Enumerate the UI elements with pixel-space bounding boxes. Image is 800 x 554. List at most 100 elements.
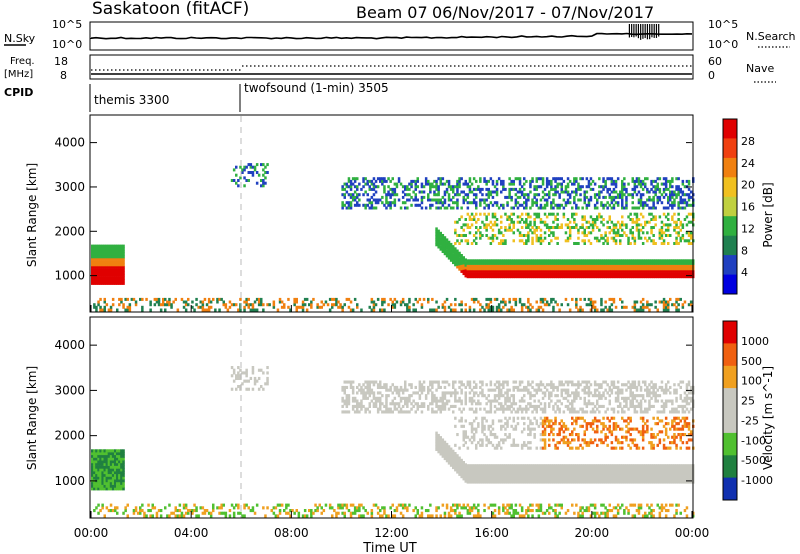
heatmap-cell: [579, 185, 582, 189]
heatmap-cell: [639, 182, 643, 186]
heatmap-cell: [458, 459, 461, 463]
heatmap-cell: [489, 472, 493, 476]
heatmap-cell: [583, 218, 586, 221]
heatmap-cell: [472, 259, 476, 263]
heatmap-cell: [495, 272, 499, 276]
heatmap-cell: [452, 253, 455, 257]
heatmap-cell: [452, 503, 455, 507]
heatmap-cell: [608, 203, 611, 207]
heatmap-cell: [368, 388, 371, 392]
heatmap-cell: [654, 275, 657, 279]
heatmap-cell: [360, 385, 363, 389]
heatmap-cell: [366, 383, 369, 387]
heatmap-cell: [552, 297, 555, 301]
heatmap-cell: [462, 234, 465, 237]
heatmap-cell: [660, 226, 664, 229]
heatmap-cell: [310, 303, 313, 307]
heatmap-cell: [598, 185, 601, 189]
heatmap-cell: [351, 407, 355, 411]
heatmap-cell: [464, 269, 467, 272]
heatmap-cell: [97, 473, 100, 477]
heatmap-cell: [118, 281, 121, 285]
heatmap-cell: [479, 187, 482, 191]
heatmap-cell: [276, 503, 280, 507]
heatmap-cell: [512, 514, 515, 518]
heatmap-cell: [600, 275, 603, 279]
heatmap-cell: [456, 262, 459, 266]
heatmap-cell: [500, 300, 503, 304]
heatmap-cell: [116, 511, 119, 515]
heatmap-cell: [566, 201, 570, 205]
heatmap-cell: [516, 464, 520, 468]
heatmap-cell: [443, 380, 447, 384]
heatmap-cell: [109, 263, 113, 267]
heatmap-cell: [514, 385, 518, 389]
heatmap-cell: [207, 308, 211, 312]
heatmap-cell: [481, 416, 484, 420]
heatmap-cell: [433, 380, 436, 384]
heatmap-cell: [460, 206, 463, 210]
heatmap-cell: [189, 509, 192, 513]
heatmap-cell: [495, 236, 499, 240]
heatmap-cell: [368, 385, 371, 389]
heatmap-cell: [207, 305, 211, 309]
heatmap-cell: [433, 410, 436, 414]
heatmap-cell: [535, 185, 538, 189]
heatmap-cell: [439, 404, 442, 408]
heatmap-cell: [168, 303, 171, 307]
heatmap-cell: [541, 308, 545, 312]
heatmap-cell: [610, 297, 614, 301]
heatmap-cell: [489, 441, 493, 445]
heatmap-cell: [664, 264, 668, 268]
heatmap-cell: [107, 247, 111, 251]
heatmap-cell: [408, 193, 411, 197]
heatmap-cell: [235, 503, 238, 507]
heatmap-cell: [568, 259, 572, 263]
heatmap-cell: [93, 250, 96, 253]
heatmap-cell: [579, 261, 582, 265]
heatmap-cell: [481, 380, 484, 384]
heatmap-cell: [464, 396, 467, 400]
heatmap-cell: [481, 383, 484, 387]
heatmap-cell: [395, 506, 399, 510]
heatmap-cell: [516, 261, 520, 265]
heatmap-cell: [566, 190, 570, 194]
heatmap-cell: [237, 179, 240, 182]
heatmap-cell: [441, 201, 445, 205]
heatmap-cell: [477, 424, 480, 428]
heatmap-cell: [683, 275, 687, 279]
heatmap-cell: [120, 454, 123, 458]
heatmap-cell: [243, 503, 246, 507]
heatmap-cell: [429, 308, 432, 312]
heatmap-cell: [470, 435, 474, 439]
heatmap-cell: [683, 259, 687, 263]
heatmap-cell: [109, 247, 113, 251]
heatmap-cell: [431, 410, 434, 414]
heatmap-cell: [341, 511, 344, 515]
heatmap-cell: [612, 269, 616, 273]
heatmap-cell: [656, 187, 659, 191]
heatmap-cell: [512, 267, 515, 271]
heatmap-cell: [621, 195, 624, 199]
heatmap-cell: [368, 187, 371, 191]
heatmap-cell: [95, 271, 98, 275]
heatmap-cell: [512, 394, 515, 398]
heatmap-cell: [548, 234, 551, 237]
heatmap-cell: [579, 259, 582, 263]
heatmap-cell: [456, 467, 459, 471]
heatmap-cell: [573, 259, 576, 263]
heatmap-cell: [493, 475, 497, 479]
heatmap-cell: [462, 407, 465, 411]
heatmap-cell: [556, 385, 559, 389]
heatmap-cell: [625, 264, 628, 268]
heatmap-cell: [654, 206, 657, 210]
heatmap-cell: [249, 376, 253, 380]
heatmap-cell: [487, 267, 490, 271]
heatmap-cell: [679, 228, 682, 232]
heatmap-cell: [368, 179, 371, 183]
heatmap-cell: [420, 402, 424, 406]
heatmap-cell: [491, 464, 495, 468]
heatmap-cell: [366, 511, 369, 515]
heatmap-cell: [681, 234, 685, 237]
heatmap-cell: [93, 247, 96, 251]
